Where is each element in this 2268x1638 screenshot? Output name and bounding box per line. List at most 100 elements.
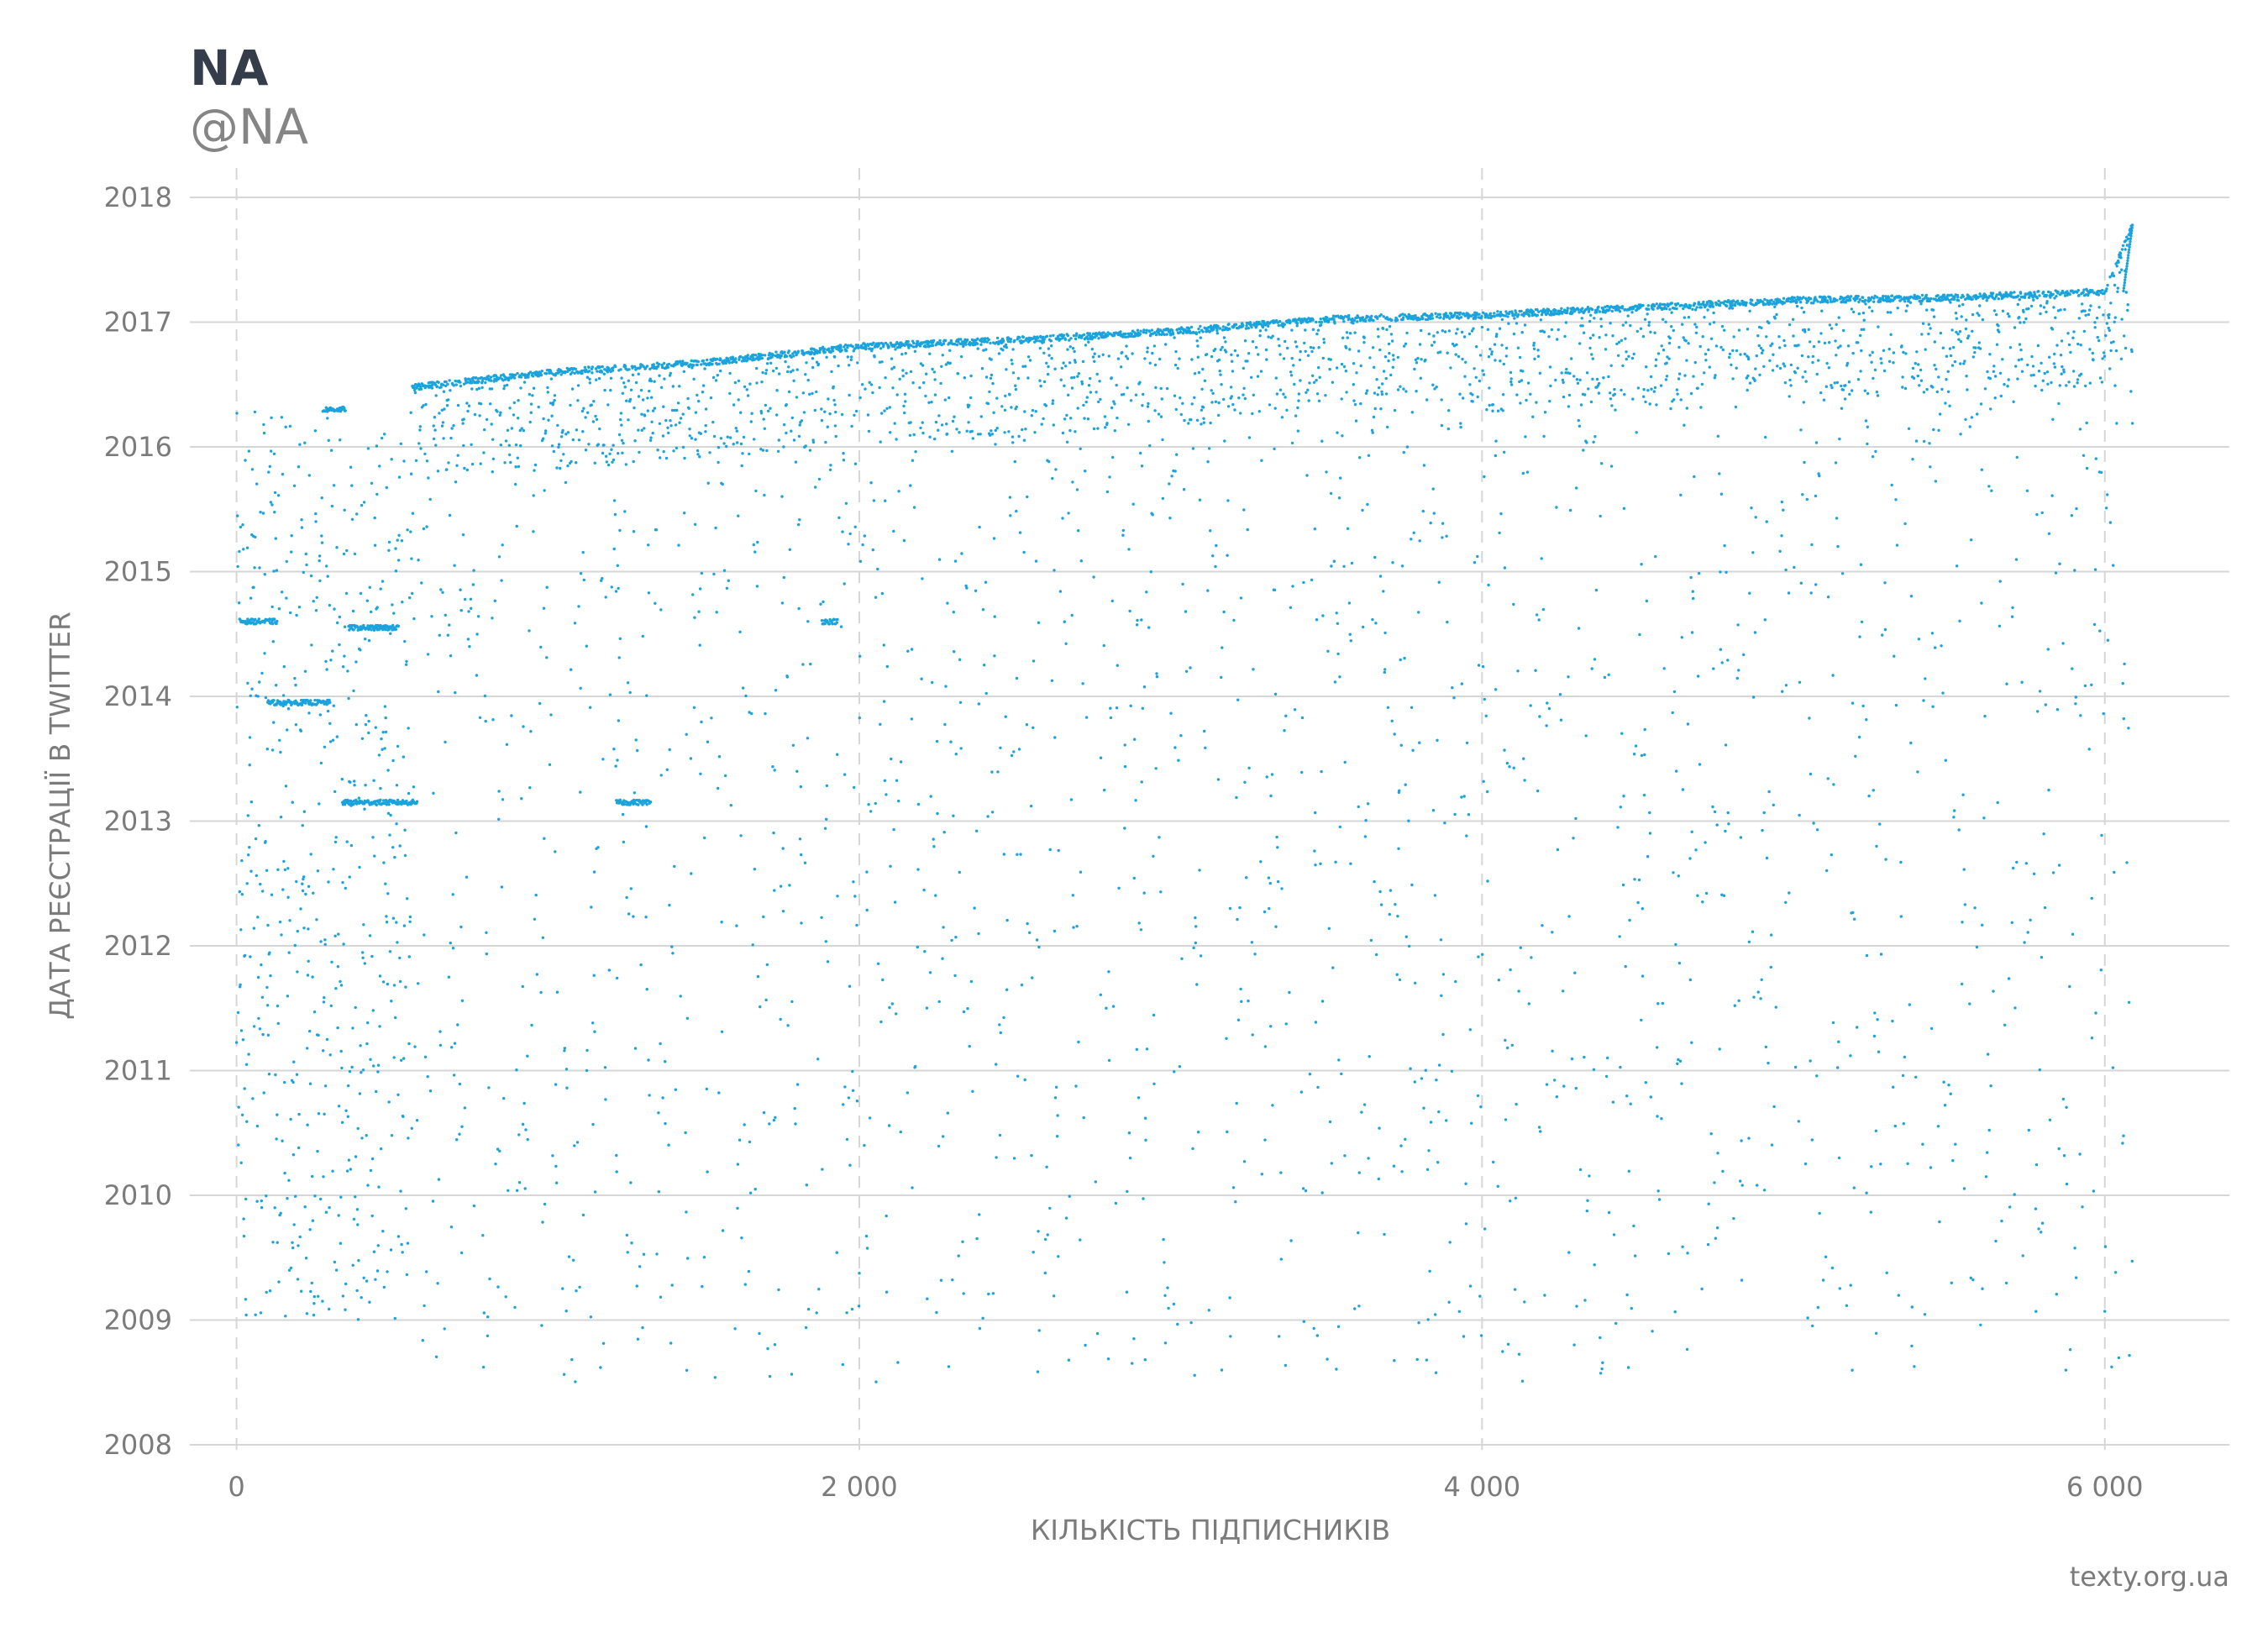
data-point [1441,973,1446,976]
data-point [396,744,400,748]
data-point [963,376,967,380]
data-point [1718,303,1722,307]
data-point [890,757,893,761]
data-point [315,918,318,921]
data-point [1782,297,1786,300]
data-point [274,537,277,540]
data-point [1653,304,1656,308]
data-point [786,370,790,374]
data-point [1042,340,1046,344]
data-point [1270,773,1274,776]
data-point [272,452,276,455]
data-point [1226,554,1229,557]
data-point [846,344,850,347]
data-point [885,407,889,410]
data-point [255,1200,259,1203]
data-point [440,424,444,428]
data-point [592,870,596,874]
data-point [830,370,833,374]
data-point [1756,334,1760,338]
data-point [1123,827,1126,830]
data-point [562,453,565,456]
data-point [295,1073,299,1076]
data-point [531,371,534,375]
data-point [759,1005,762,1009]
data-point [1086,417,1090,421]
data-point [1170,475,1173,478]
data-point [1352,399,1356,402]
data-point [265,748,269,751]
data-point [603,388,606,392]
data-point [301,882,304,885]
data-point [1707,348,1710,352]
data-point [1688,857,1692,860]
data-point [1476,395,1479,399]
data-point [1510,1043,1515,1047]
data-point [852,880,855,884]
data-point [1396,915,1399,918]
data-point [272,570,276,573]
data-point [897,799,900,803]
data-point [1133,738,1137,741]
data-point [1520,379,1524,382]
data-point [842,459,846,462]
data-point [806,737,810,740]
data-point [1056,1135,1059,1138]
data-point [439,386,443,389]
data-point [369,1168,373,1173]
data-point [501,798,505,801]
data-point [1615,342,1619,346]
data-point [1236,354,1240,357]
data-point [854,409,858,413]
data-point [296,929,299,933]
data-point [1034,559,1038,563]
data-point [790,1000,794,1004]
data-point [1724,743,1728,747]
data-point [1071,347,1075,350]
data-point [615,1170,618,1173]
data-point [1029,804,1033,808]
data-point [1236,698,1240,701]
data-point [1335,366,1339,370]
data-point [1117,886,1121,890]
data-point [1125,354,1128,358]
data-point [1247,352,1251,355]
data-point [275,569,279,572]
data-point [765,449,769,453]
data-point [514,465,517,469]
data-point [661,1096,664,1100]
data-point [1420,328,1423,333]
data-point [1425,1168,1430,1172]
data-point [688,428,691,431]
data-point [686,396,690,401]
data-point [1771,302,1774,306]
data-point [839,344,843,347]
data-point [1470,1121,1473,1125]
data-point [1598,381,1601,386]
data-point [571,438,575,442]
data-point [280,933,283,937]
data-point [564,1310,568,1313]
data-point [789,370,793,374]
data-point [880,412,884,415]
data-point [1478,379,1482,383]
data-point [701,1284,704,1289]
data-point [507,444,511,447]
data-point [715,357,719,361]
data-point [816,1058,820,1061]
data-point [1417,611,1420,614]
data-point [1528,314,1531,318]
data-point [1782,301,1786,305]
data-point [1289,370,1293,374]
data-point [337,932,340,936]
data-point [1532,341,1536,345]
data-point [1153,409,1157,412]
data-point [1404,390,1408,393]
data-point [1222,610,1226,614]
data-point [1093,335,1097,339]
data-point [455,1138,459,1142]
data-point [621,812,625,816]
data-point [546,391,549,394]
data-point [1020,983,1024,987]
data-point [642,365,645,369]
